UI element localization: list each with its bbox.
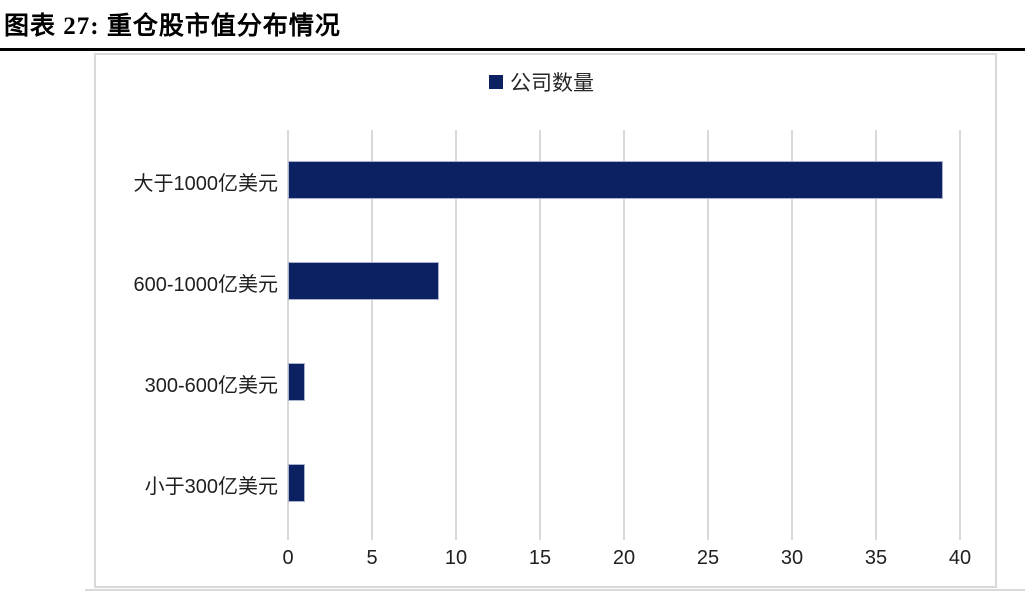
gridline-x-25 xyxy=(707,130,709,533)
tickmark-x-25 xyxy=(707,533,709,540)
gridline-x-0 xyxy=(287,130,289,533)
category-label: 大于1000亿美元 xyxy=(133,173,279,196)
tickmark-x-40 xyxy=(959,533,961,540)
gridline-x-20 xyxy=(623,130,625,533)
tickmark-x-30 xyxy=(791,533,793,540)
x-axis-tick-label: 5 xyxy=(366,547,378,569)
bar-3 xyxy=(288,362,305,401)
bar-2 xyxy=(288,262,440,301)
x-axis-tick-label: 0 xyxy=(282,547,294,569)
tickmark-x-5 xyxy=(371,533,373,540)
bar-4 xyxy=(288,463,305,502)
tickmark-x-15 xyxy=(539,533,541,540)
x-axis-tick-label: 40 xyxy=(948,547,972,569)
x-axis-tick-label: 10 xyxy=(444,547,468,569)
x-axis-tick-label: 15 xyxy=(528,547,552,569)
category-label: 300-600亿美元 xyxy=(144,374,278,397)
figure-title: 图表 27: 重仓股市值分布情况 xyxy=(4,13,341,40)
legend-swatch-icon xyxy=(489,75,503,89)
gridline-x-30 xyxy=(791,130,793,533)
x-axis-tick-label: 30 xyxy=(780,547,804,569)
bar-1 xyxy=(288,161,944,200)
legend-label: 公司数量 xyxy=(510,72,594,95)
chart-legend: 公司数量 xyxy=(489,68,594,96)
chart-area xyxy=(94,53,997,588)
tickmark-x-10 xyxy=(455,533,457,540)
gridline-x-40 xyxy=(959,130,961,533)
gridline-x-10 xyxy=(455,130,457,533)
tickmark-x-0 xyxy=(287,533,289,540)
category-label: 小于300亿美元 xyxy=(144,475,278,498)
x-axis-tick-label: 25 xyxy=(696,547,720,569)
tickmark-x-20 xyxy=(623,533,625,540)
category-label: 600-1000亿美元 xyxy=(133,274,278,297)
gridline-x-35 xyxy=(875,130,877,533)
figure-bottom-border xyxy=(85,589,1025,591)
tickmark-x-35 xyxy=(875,533,877,540)
x-axis-tick-label: 35 xyxy=(864,547,888,569)
gridline-x-15 xyxy=(539,130,541,533)
title-rule xyxy=(0,48,1025,51)
x-axis-tick-label: 20 xyxy=(612,547,636,569)
gridline-x-5 xyxy=(371,130,373,533)
